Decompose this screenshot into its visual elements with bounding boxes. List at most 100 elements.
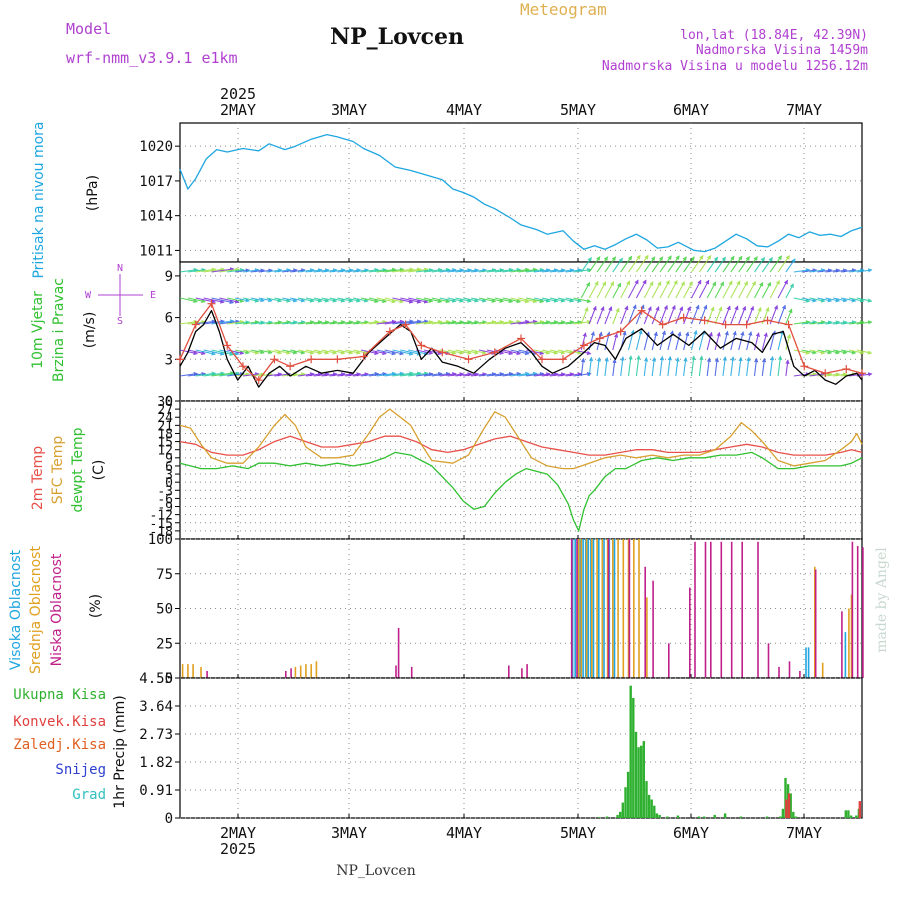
wind-arrow — [620, 280, 631, 299]
wind-arrow — [801, 268, 818, 273]
footer-station: NP_Lovcen — [336, 863, 415, 879]
wind-arrow — [541, 320, 559, 325]
y-tick-label: 3.64 — [139, 699, 173, 715]
bar-srednja-oblacnost — [627, 539, 630, 678]
precipitation-grid — [180, 677, 862, 819]
pressure-y-ticks: 1011 1014 1017 1020 — [139, 139, 805, 262]
tsfc-ylabel: SFC Temp — [50, 436, 66, 505]
y-tick-label: 2.73 — [139, 727, 173, 743]
series-line-sfc-temp — [179, 408, 863, 470]
bar-visoka-oblacnost — [807, 647, 810, 678]
pressure-grid — [180, 123, 862, 262]
wind-arrow — [557, 320, 575, 325]
wind-arrow — [203, 349, 225, 356]
bar-srednja-oblacnost — [187, 664, 189, 678]
gust-marker — [679, 313, 688, 322]
bar-visoka-oblacnost — [574, 539, 576, 678]
wind-arrow — [471, 268, 487, 273]
wind-arrow — [360, 297, 379, 304]
credit-watermark: made by Angel — [874, 547, 890, 653]
day-label-bottom: 3MAY — [331, 824, 367, 842]
bar-ukupna-kisa — [781, 808, 785, 818]
bar-visoka-oblacnost — [603, 539, 605, 678]
wind-arrow — [352, 297, 369, 303]
wind-arrow — [439, 320, 457, 325]
wind-arrow — [738, 256, 750, 273]
bar-niska-oblacnost — [607, 539, 610, 678]
cloud-high-ylabel: Visoka Oblacnost — [8, 549, 24, 670]
wind-arrow — [856, 268, 873, 273]
wind-arrow — [746, 356, 751, 377]
temperature-unit: (C) — [91, 460, 107, 481]
bar-ukupna-kisa — [849, 815, 853, 818]
wind-arrow — [510, 297, 530, 304]
wind-arrow — [856, 320, 873, 325]
wind-arrow — [565, 297, 582, 303]
wind-arrow — [392, 371, 414, 377]
legend-zaledj-kisa: Zaledj.Kisa — [13, 737, 106, 753]
wind-arrow — [274, 320, 292, 325]
wind-arrow — [534, 320, 551, 325]
wind-arrow — [698, 329, 706, 351]
wind-arrow — [817, 349, 833, 355]
gust-marker — [191, 320, 200, 329]
bar-niska-oblacnost — [526, 664, 528, 678]
gust-marker — [207, 299, 216, 308]
wind-arrow — [675, 331, 682, 351]
wind-arrow — [573, 371, 592, 377]
bar-niska-oblacnost — [841, 611, 843, 678]
gust-marker — [417, 341, 426, 350]
wind-arrow — [494, 371, 514, 377]
wind-arrow — [683, 281, 693, 299]
wind-arrow — [447, 297, 464, 303]
wind-arrow — [345, 320, 362, 325]
gust-marker — [464, 355, 473, 364]
wind-arrow — [266, 372, 283, 377]
clouds-series — [181, 539, 864, 679]
wind-arrow — [856, 297, 873, 303]
wind-arrow — [746, 256, 758, 273]
wind-arrow — [785, 333, 792, 351]
wind-arrow — [360, 319, 380, 325]
bar-visoka-oblacnost — [592, 539, 595, 678]
bar-srednja-oblacnost — [622, 539, 625, 678]
wind-arrow — [510, 349, 530, 356]
wind-arrow — [439, 372, 457, 377]
wind-arrow — [368, 267, 388, 273]
gust-marker — [385, 327, 394, 336]
wind-arrow — [840, 268, 857, 273]
y-tick-label: 1014 — [139, 209, 173, 225]
wind-unit: (m/s) — [82, 312, 98, 349]
wind-arrow — [651, 256, 664, 273]
wind-ylabel-line1: 10m Vjetar — [30, 291, 46, 369]
wind-arrow — [195, 349, 217, 356]
wind-arrow — [848, 268, 865, 273]
wind-arrow — [219, 371, 240, 377]
wind-arrow — [580, 306, 589, 325]
wind-arrow — [651, 281, 662, 299]
wind-arrow — [179, 319, 199, 325]
wind-arrow — [274, 297, 291, 303]
wind-arrow — [565, 268, 583, 273]
bar-srednja-oblacnost — [850, 594, 853, 678]
bar-niska-oblacnost — [856, 546, 859, 678]
year-label-bottom: 2025 — [220, 840, 256, 858]
wind-arrow — [297, 268, 315, 273]
wind-arrow — [832, 349, 848, 355]
wind-arrow — [392, 267, 414, 273]
wind-arrow — [455, 268, 473, 273]
wind-arrow — [635, 279, 647, 299]
wind-arrow — [793, 320, 811, 325]
gust-marker — [490, 348, 499, 357]
wind-arrow — [753, 332, 760, 351]
gust-marker — [238, 362, 247, 371]
wind-arrow — [502, 349, 522, 356]
wind-arrow — [596, 256, 609, 273]
wind-arrow — [179, 371, 199, 377]
y-tick-label: -6 — [157, 492, 173, 507]
wind-arrow — [235, 268, 251, 273]
wind-arrow — [423, 371, 443, 377]
series-line-dewpt-temp — [179, 451, 863, 532]
wind-arrow — [400, 371, 422, 377]
